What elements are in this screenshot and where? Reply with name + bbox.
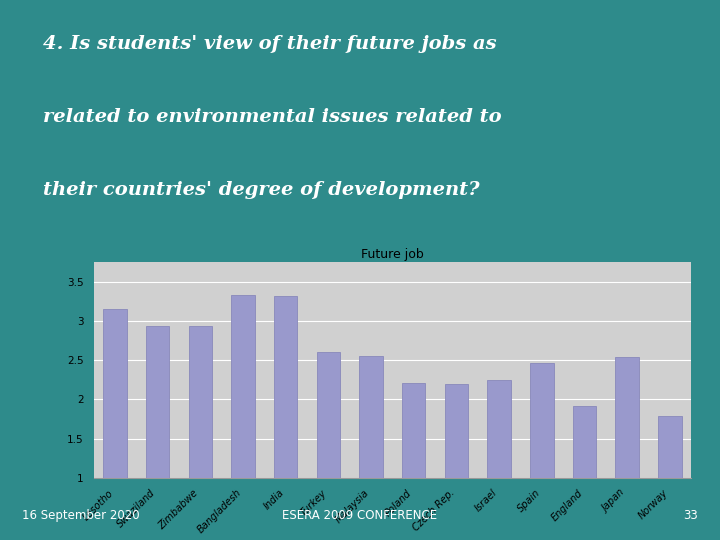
Bar bbox=[402, 383, 426, 540]
Text: 4. Is students' view of their future jobs as: 4. Is students' view of their future job… bbox=[43, 35, 497, 53]
Title: Future job: Future job bbox=[361, 248, 424, 261]
Bar bbox=[658, 416, 682, 540]
Bar bbox=[189, 326, 212, 540]
Text: 16 September 2020: 16 September 2020 bbox=[22, 509, 139, 522]
Bar bbox=[231, 295, 255, 540]
Bar bbox=[616, 357, 639, 540]
Bar bbox=[146, 326, 169, 540]
Text: related to environmental issues related to: related to environmental issues related … bbox=[43, 107, 502, 126]
Bar bbox=[445, 383, 468, 540]
Text: their countries' degree of development?: their countries' degree of development? bbox=[43, 180, 480, 199]
Text: 33: 33 bbox=[684, 509, 698, 522]
Bar bbox=[487, 380, 511, 540]
Bar bbox=[530, 363, 554, 540]
Bar bbox=[317, 352, 340, 540]
Bar bbox=[572, 406, 596, 540]
Bar bbox=[359, 356, 383, 540]
Bar bbox=[103, 309, 127, 540]
Bar bbox=[274, 296, 297, 540]
Text: ESERA 2009 CONFERENCE: ESERA 2009 CONFERENCE bbox=[282, 509, 438, 522]
